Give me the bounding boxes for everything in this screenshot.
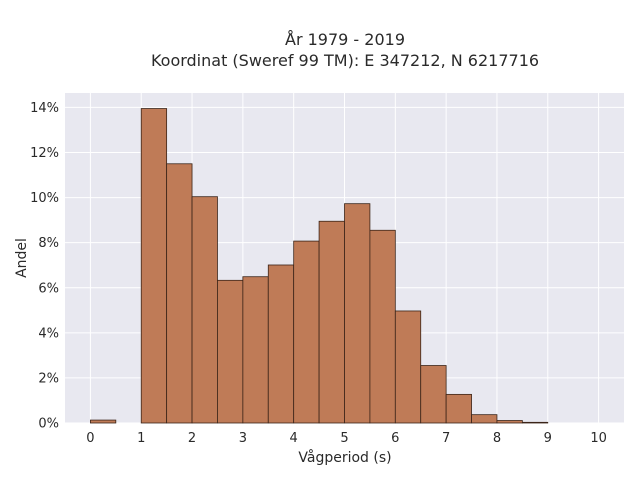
x-tick-label: 8 bbox=[493, 431, 501, 446]
x-tick-label: 10 bbox=[590, 431, 607, 446]
x-tick-label: 3 bbox=[239, 431, 247, 446]
histogram-bar bbox=[445, 393, 472, 424]
histogram-bar bbox=[191, 196, 218, 424]
x-tick-label: 5 bbox=[340, 431, 348, 446]
histogram-bar bbox=[369, 229, 396, 424]
y-tick-label: 14% bbox=[30, 101, 59, 116]
x-axis-label: Vågperiod (s) bbox=[298, 449, 391, 466]
y-tick-label: 6% bbox=[38, 281, 59, 296]
y-tick-label: 10% bbox=[30, 191, 59, 206]
x-tick-label: 1 bbox=[137, 431, 145, 446]
histogram-bar bbox=[242, 276, 269, 424]
y-tick-label: 0% bbox=[38, 417, 59, 432]
histogram-bar bbox=[267, 264, 295, 424]
histogram-bar bbox=[166, 163, 193, 424]
x-tick-label: 7 bbox=[442, 431, 450, 446]
y-tick-label: 2% bbox=[38, 371, 59, 386]
histogram-bar bbox=[140, 108, 168, 424]
histogram-bar bbox=[471, 414, 498, 424]
x-tick-label: 6 bbox=[391, 431, 399, 446]
x-tick-label: 9 bbox=[544, 431, 552, 446]
histogram-bar bbox=[318, 220, 345, 424]
x-tick-label: 4 bbox=[290, 431, 298, 446]
histogram-bar bbox=[496, 420, 523, 424]
histogram-bar bbox=[217, 279, 244, 424]
histogram-bar bbox=[293, 240, 320, 424]
x-tick-label: 0 bbox=[86, 431, 94, 446]
y-tick-label: 4% bbox=[38, 326, 59, 341]
histogram-bar bbox=[394, 310, 422, 424]
x-tick-label: 2 bbox=[188, 431, 196, 446]
x-axis-ticks: 0 1 2 3 4 5 6 7 8 9 10 bbox=[86, 431, 607, 446]
histogram-bar bbox=[420, 365, 447, 424]
histogram-bar bbox=[90, 419, 117, 424]
histogram-bar bbox=[344, 203, 371, 424]
y-axis-label: Andel bbox=[14, 238, 30, 278]
chart-title: År 1979 - 2019 bbox=[285, 30, 405, 49]
y-tick-label: 8% bbox=[38, 236, 59, 251]
y-tick-label: 12% bbox=[30, 146, 59, 161]
bars bbox=[90, 108, 549, 424]
histogram-bar bbox=[521, 421, 549, 424]
y-axis-ticks: 0% 2% 4% 6% 8% 10% 12% 14% bbox=[30, 101, 59, 432]
chart-subtitle: Koordinat (Sweref 99 TM): E 347212, N 62… bbox=[151, 51, 539, 70]
